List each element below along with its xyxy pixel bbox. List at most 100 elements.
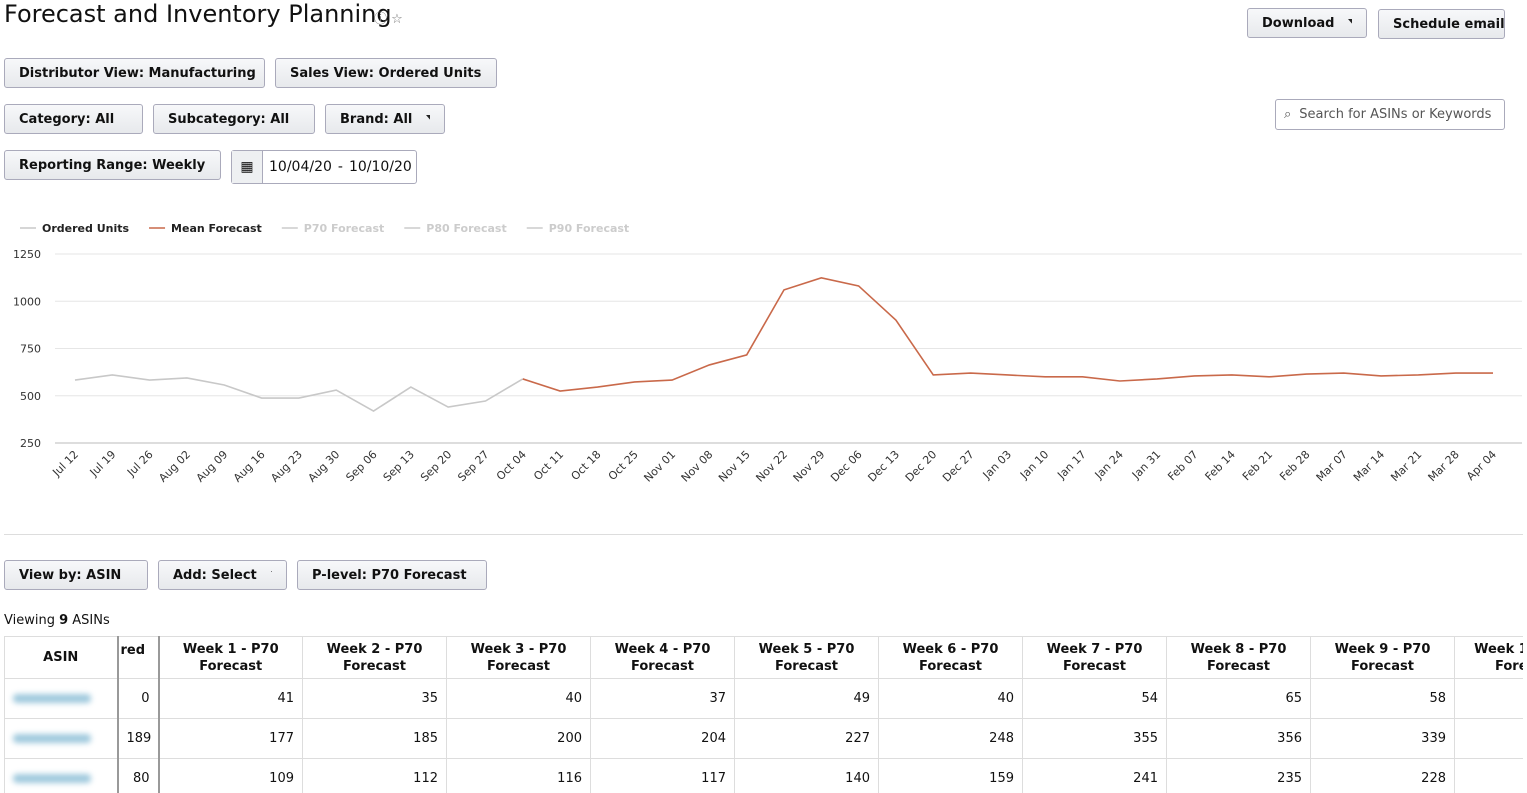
cell: 58 <box>1310 678 1455 719</box>
search-box[interactable]: ⌕ Search for ASINs or Keywords <box>1275 99 1505 130</box>
x-tick-label: Aug 23 <box>268 448 305 485</box>
search-icon: ⌕ <box>1284 107 1292 122</box>
x-tick-label: Aug 30 <box>306 448 343 485</box>
legend-label: Mean Forecast <box>171 222 262 235</box>
x-tick-label: Jul 19 <box>87 448 119 480</box>
x-tick-label: Oct 25 <box>606 448 641 483</box>
column-header: Week 8 - P70 Forecast <box>1166 636 1311 679</box>
y-tick-label: 1250 <box>13 248 41 261</box>
cell: 235 <box>1166 758 1311 793</box>
label: Schedule email <box>1393 16 1505 32</box>
x-tick-label: Feb 14 <box>1203 448 1238 483</box>
column-header: Week 10 - P70 Forecast <box>1454 636 1523 679</box>
filter[interactable]: Distributor View: Manufacturing <box>4 58 265 88</box>
column-header: Week 7 - P70 Forecast <box>1022 636 1167 679</box>
date-from: 10/04/20 <box>269 159 332 175</box>
cell: 228 <box>1310 758 1455 793</box>
filter[interactable]: Brand: All <box>325 104 445 134</box>
filter[interactable]: Sales View: Ordered Units <box>275 58 497 88</box>
label: Reporting Range: Weekly <box>19 157 206 173</box>
x-tick-label: Jan 31 <box>1129 448 1163 482</box>
column-header: Week 6 - P70 Forecast <box>878 636 1023 679</box>
cell: 117 <box>590 758 735 793</box>
x-tick-label: Apr 04 <box>1464 448 1499 483</box>
cell: 200 <box>446 718 591 759</box>
x-tick-label: Jan 10 <box>1017 448 1051 482</box>
x-tick-label: Dec 13 <box>865 448 902 485</box>
x-tick-label: Nov 01 <box>641 448 678 485</box>
cell: 248 <box>878 718 1023 759</box>
count: 9 <box>59 613 69 628</box>
x-tick-label: Mar 14 <box>1351 448 1387 484</box>
cell: 159 <box>878 758 1023 793</box>
column-header: Week 2 - P70 Forecast <box>302 636 447 679</box>
info-icon[interactable]: ⓘ ☆ <box>374 12 403 27</box>
cell: 227 <box>734 718 879 759</box>
schedule-email-button[interactable]: Schedule email <box>1378 9 1505 39</box>
viewing-count: Viewing 9 ASINs <box>4 613 110 628</box>
x-tick-label: Dec 20 <box>903 448 940 485</box>
cell: 35 <box>302 678 447 719</box>
label: Brand: All <box>340 111 413 127</box>
filter[interactable]: Subcategory: All <box>153 104 315 134</box>
series-line <box>522 276 1493 392</box>
legend-label: P80 Forecast <box>426 222 506 235</box>
cell: 241 <box>1022 758 1167 793</box>
legend-label: P90 Forecast <box>549 222 629 235</box>
cell: 109 <box>158 758 303 793</box>
date-sep: - <box>337 159 343 175</box>
text: Viewing <box>4 613 55 628</box>
label: Add: Select <box>173 567 257 583</box>
x-tick-label: Dec 06 <box>828 448 865 485</box>
table-row: 0 41 35 40 37 49 40 54 65 58 <box>4 678 1523 719</box>
plevel-button[interactable]: P-level: P70 Forecast <box>297 560 487 590</box>
x-tick-label: Jan 24 <box>1092 448 1126 482</box>
x-tick-label: Oct 11 <box>531 448 566 483</box>
asin-blurred <box>13 694 91 703</box>
asin-cell <box>4 678 119 719</box>
cell: 356 <box>1166 718 1311 759</box>
calendar-icon: ▦ <box>232 151 263 183</box>
x-tick-label: Feb 28 <box>1277 448 1312 483</box>
asin-blurred <box>13 734 91 743</box>
x-tick-label: Nov 15 <box>716 448 753 485</box>
filter[interactable]: Category: All <box>4 104 143 134</box>
label: Category: All <box>19 111 115 127</box>
cell: 112 <box>302 758 447 793</box>
y-tick-label: 500 <box>20 390 41 403</box>
y-tick-label: 750 <box>20 343 41 356</box>
cell <box>1454 718 1523 759</box>
cell <box>1454 678 1523 719</box>
cell: 204 <box>590 718 735 759</box>
add-button[interactable]: Add: Select <box>158 560 287 590</box>
header-row: ASIN red Week 1 - P70 Forecast Week 2 - P70… <box>4 636 1523 679</box>
x-tick-label: Sep 13 <box>381 448 417 484</box>
date-range[interactable]: ▦ 10/04/20-10/10/20 <box>231 150 417 184</box>
x-tick-label: Sep 20 <box>418 448 454 484</box>
x-tick-label: Dec 27 <box>940 448 977 485</box>
view-button[interactable]: View by: ASIN <box>4 560 148 590</box>
x-tick-label: Mar 28 <box>1426 448 1462 484</box>
download-button[interactable]: Download <box>1247 8 1367 38</box>
x-tick-label: Aug 02 <box>156 448 193 485</box>
x-tick-label: Sep 27 <box>455 448 491 484</box>
cell: 80 <box>117 758 160 793</box>
cell: 40 <box>446 678 591 719</box>
legend-label: P70 Forecast <box>304 222 384 235</box>
x-tick-label: Jan 03 <box>980 448 1014 482</box>
text: ASINs <box>72 613 110 628</box>
asin-blurred <box>13 774 91 783</box>
cell: 49 <box>734 678 879 719</box>
column-header: Week 3 - P70 Forecast <box>446 636 591 679</box>
x-tick-label: Aug 09 <box>194 448 231 485</box>
x-tick-label: Oct 04 <box>494 448 529 483</box>
table-wrap: ASIN red Week 1 - P70 Forecast Week 2 - P70… <box>4 636 1523 793</box>
x-tick-label: Sep 06 <box>343 448 379 484</box>
x-tick-label: Jul 12 <box>49 448 81 480</box>
placeholder: Search for ASINs or Keywords <box>1299 107 1492 122</box>
x-tick-label: Nov 08 <box>679 448 716 485</box>
x-tick-label: Jan 17 <box>1054 448 1088 482</box>
filter[interactable]: Reporting Range: Weekly <box>4 150 221 180</box>
